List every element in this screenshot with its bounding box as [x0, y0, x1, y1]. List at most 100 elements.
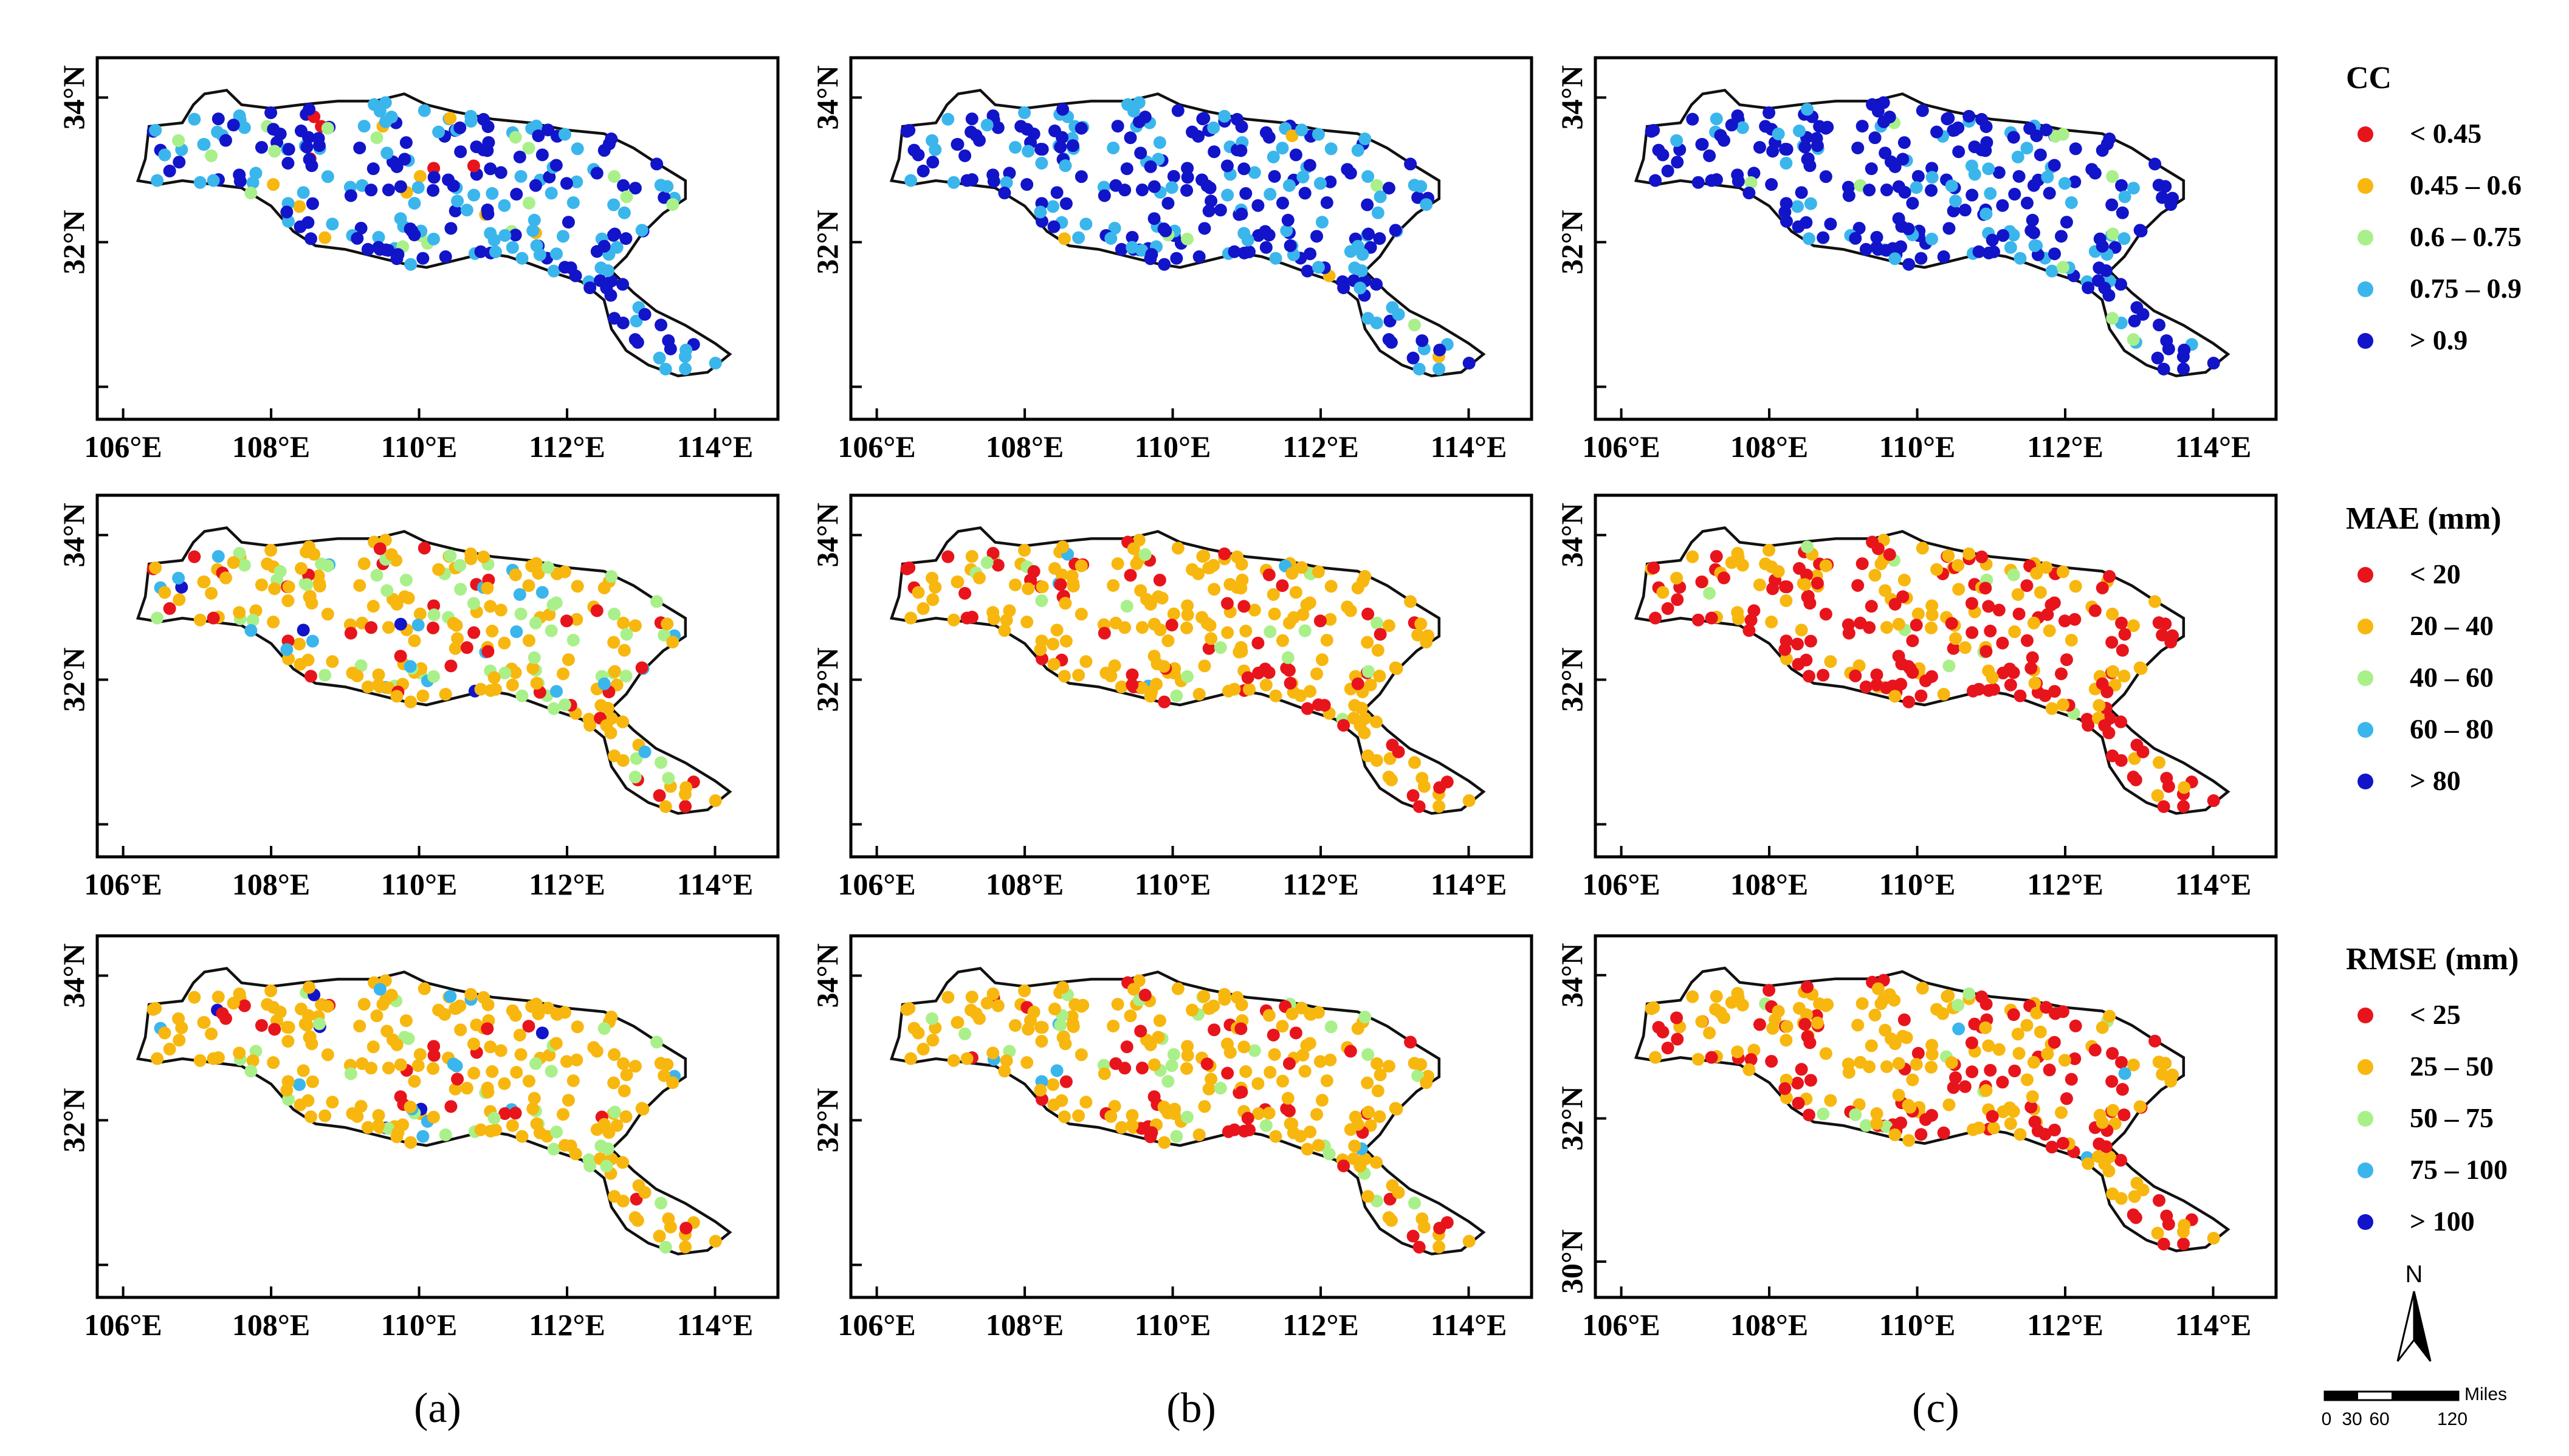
station-point: [1220, 159, 1234, 173]
station-point: [965, 550, 978, 563]
station-point: [444, 112, 457, 125]
station-point: [1947, 1081, 1960, 1094]
station-point: [1205, 194, 1218, 208]
station-point: [628, 619, 642, 633]
station-point: [297, 623, 310, 637]
x-tick-label: 114°E: [2175, 430, 2252, 464]
station-point: [1107, 1019, 1120, 1032]
station-point: [2043, 624, 2056, 637]
station-point: [2024, 662, 2038, 675]
station-point: [2069, 1019, 2082, 1032]
station-point: [558, 565, 571, 579]
station-point: [1902, 258, 1916, 271]
station-point: [650, 1035, 664, 1049]
station-point: [1289, 148, 1302, 162]
station-point: [158, 586, 171, 599]
station-point: [1930, 125, 1944, 139]
station-point: [361, 680, 374, 693]
station-point: [542, 123, 555, 137]
station-point: [608, 227, 622, 241]
station-point: [1414, 180, 1428, 193]
station-point: [390, 597, 404, 611]
station-point: [1180, 232, 1194, 246]
station-point: [1780, 157, 1793, 170]
station-point: [1937, 687, 1950, 701]
station-point: [558, 698, 571, 712]
station-point: [1284, 676, 1297, 690]
station-point: [2056, 565, 2069, 579]
legend-swatch: [2357, 567, 2373, 583]
legends: CC< 0.450.45 – 0.60.6 – 0.750.75 – 0.9> …: [2346, 61, 2522, 1237]
station-point: [1925, 621, 1938, 634]
station-point: [451, 194, 464, 208]
station-point: [399, 574, 413, 587]
station-point: [365, 184, 378, 197]
station-point: [1868, 131, 1882, 145]
station-point: [1855, 997, 1869, 1010]
station-point: [2069, 142, 2082, 156]
station-point: [1433, 781, 1446, 794]
station-point: [1104, 1110, 1118, 1123]
scale-unit: Miles: [2464, 1384, 2507, 1404]
station-point: [1135, 621, 1149, 634]
station-point: [513, 150, 526, 163]
station-point: [2157, 362, 2170, 376]
station-point: [390, 1038, 404, 1051]
station-point: [547, 702, 560, 715]
x-tick-label: 106°E: [84, 867, 162, 901]
station-point: [494, 603, 507, 617]
station-point: [1135, 184, 1149, 197]
station-point: [1344, 167, 1357, 180]
station-point: [1161, 634, 1175, 647]
station-point: [1303, 596, 1316, 610]
station-point: [1296, 608, 1310, 621]
station-point: [509, 131, 522, 144]
station-point: [2207, 357, 2220, 370]
station-point: [427, 1040, 441, 1053]
station-point: [1911, 1046, 1925, 1060]
station-point: [1744, 614, 1758, 627]
station-point: [2041, 608, 2054, 621]
station-point: [1251, 636, 1265, 650]
x-tick-label: 110°E: [381, 430, 458, 464]
station-point: [1649, 1051, 1662, 1064]
station-point: [608, 312, 621, 325]
station-point: [1361, 198, 1374, 211]
station-point: [1952, 998, 1965, 1012]
station-point: [2160, 772, 2173, 785]
station-point: [1075, 608, 1088, 621]
y-tick-label: 34°N: [57, 503, 91, 567]
station-point: [917, 602, 930, 615]
station-point: [151, 611, 164, 625]
station-point: [2068, 613, 2082, 626]
station-point: [1965, 1036, 1978, 1049]
station-point: [986, 606, 1000, 619]
station-point: [1239, 624, 1253, 637]
legend-label: < 20: [2410, 558, 2461, 589]
station-point: [1197, 112, 1211, 125]
station-point: [1158, 695, 1171, 709]
station-point: [1324, 613, 1337, 626]
station-point: [1144, 252, 1157, 266]
station-point: [904, 611, 918, 625]
station-point: [390, 1130, 404, 1144]
station-point: [1167, 607, 1180, 620]
station-point: [372, 1108, 385, 1122]
station-point: [227, 118, 240, 132]
station-point: [2068, 1052, 2082, 1065]
station-point: [1075, 122, 1088, 135]
station-point: [151, 1052, 164, 1065]
station-point: [2106, 749, 2119, 763]
station-point: [617, 616, 630, 630]
station-point: [1282, 179, 1296, 192]
station-point: [399, 1014, 413, 1028]
station-point: [2065, 633, 2078, 647]
station-point: [522, 579, 535, 592]
station-point: [454, 145, 467, 159]
legend-swatch: [2357, 1162, 2373, 1178]
station-point: [550, 247, 563, 261]
station-point: [498, 636, 511, 650]
station-point: [1852, 659, 1866, 673]
station-point: [1059, 597, 1072, 610]
station-point: [481, 144, 494, 157]
